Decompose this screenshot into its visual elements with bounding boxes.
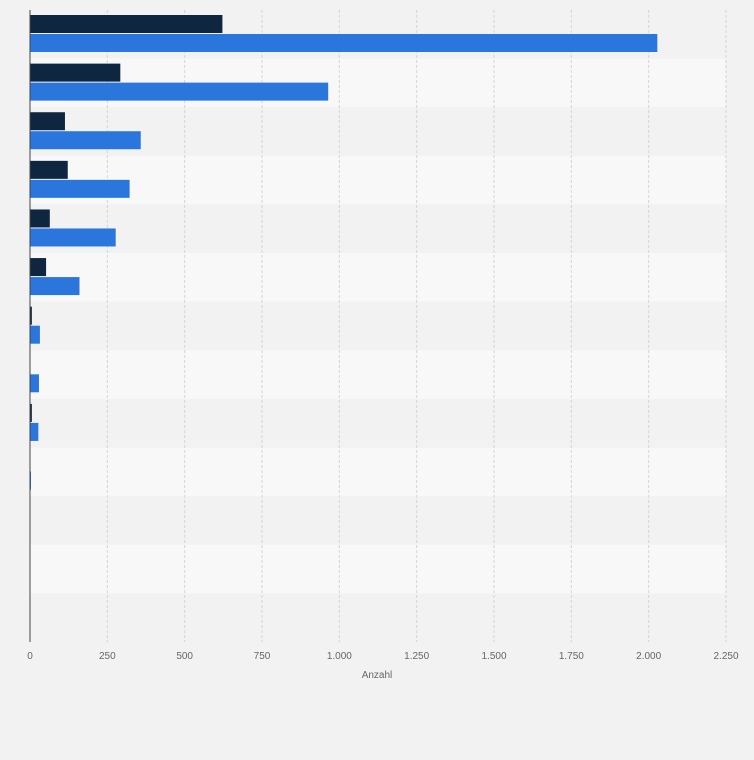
row-band [30, 301, 726, 351]
bar-series-2[interactable] [30, 228, 116, 247]
x-tick-label: 250 [99, 651, 116, 662]
bar-series-1[interactable] [30, 63, 121, 82]
bar-series-1[interactable] [30, 209, 50, 228]
bar-series-1[interactable] [30, 160, 68, 179]
bar-series-2[interactable] [30, 82, 329, 101]
bar-series-2[interactable] [30, 374, 39, 393]
x-tick-label: 0 [27, 651, 33, 662]
bar-series-1[interactable] [30, 15, 223, 33]
bars [30, 15, 658, 490]
bar-series-1[interactable] [30, 258, 47, 277]
row-band [30, 447, 726, 497]
grid-lines [106, 10, 727, 642]
bar-series-1[interactable] [30, 112, 65, 131]
x-axis-title: Anzahl [362, 670, 393, 681]
row-band [30, 204, 726, 254]
x-tick-label: 1.250 [404, 651, 429, 662]
bar-series-2[interactable] [30, 277, 80, 296]
x-tick-labels: 0 250 500 750 1.000 1.250 1.500 1.750 2.000 2.250 [27, 651, 739, 662]
x-tick-label: 1.750 [559, 651, 584, 662]
row-bands [30, 10, 726, 642]
row-band [30, 350, 726, 399]
bar-series-1[interactable] [30, 306, 32, 325]
row-band [30, 398, 726, 448]
bar-series-2[interactable] [30, 179, 130, 198]
x-tick-label: 1.500 [481, 651, 506, 662]
bar-series-1[interactable] [30, 403, 32, 422]
bar-series-2[interactable] [30, 325, 40, 344]
row-band [30, 253, 726, 302]
x-tick-label: 2.250 [713, 651, 738, 662]
x-tick-label: 1.000 [327, 651, 352, 662]
row-band [30, 107, 726, 156]
row-band [30, 593, 726, 642]
x-tick-label: 750 [254, 651, 271, 662]
bar-series-2[interactable] [30, 422, 39, 441]
row-band [30, 496, 726, 545]
row-band [30, 155, 726, 205]
bar-series-2[interactable] [30, 34, 658, 52]
bar-series-2[interactable] [30, 131, 141, 150]
x-tick-label: 2.000 [636, 651, 661, 662]
x-tick-label: 500 [176, 651, 193, 662]
row-band [30, 544, 726, 594]
